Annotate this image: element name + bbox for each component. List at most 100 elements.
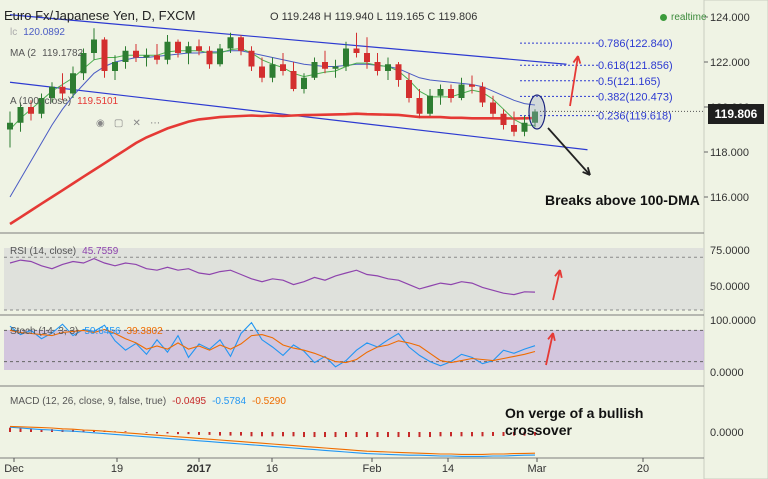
stoch-legend[interactable]: Stoch (14, 3, 3) 50.6456 39.3802	[4, 326, 163, 337]
candle-body	[385, 64, 391, 71]
candle-body	[133, 50, 139, 58]
candle-body	[248, 50, 255, 67]
macd-hist-value: -0.0495	[172, 396, 207, 407]
macd-annotation: On verge of a bullish crossover	[505, 405, 644, 438]
candle-body	[175, 41, 181, 53]
candle-body	[164, 41, 171, 60]
ma-short-value: 120.0892	[23, 27, 65, 38]
candle-body	[364, 53, 370, 62]
candle-body	[311, 62, 318, 78]
macd-label: MACD (12, 26, close, 9, false, true)	[10, 396, 167, 407]
candle-body	[38, 98, 45, 114]
candle-body	[17, 107, 24, 123]
fib-label: 0.236(119.618)	[598, 111, 672, 123]
candle-body	[353, 48, 360, 53]
stoch-axis-label: 100.0000	[710, 315, 756, 327]
candle-body	[374, 62, 381, 71]
legend-controls-icon[interactable]: ◉ ▢ ✕ ⋯	[96, 118, 164, 129]
macd-legend[interactable]: MACD (12, 26, close, 9, false, true) -0.0…	[4, 396, 286, 407]
candle-body	[437, 89, 444, 96]
channel-upper-line	[9, 14, 567, 65]
highlight-ellipse-fill	[530, 96, 544, 128]
candle-body	[448, 89, 454, 98]
price-axis-label: 116.000	[710, 192, 749, 204]
fib-label: 0.618(121.856)	[598, 60, 673, 72]
rsi-label: RSI (14, close)	[10, 246, 77, 257]
x-axis-label: 14	[442, 463, 454, 475]
ohlc-readout: O 119.248 H 119.940 L 119.165 C 119.806	[270, 11, 478, 23]
status-dot-icon	[660, 13, 667, 21]
candle-body	[91, 39, 97, 53]
stoch-axis-label: 0.0000	[710, 367, 744, 379]
macd-axis-label: 0.0000	[710, 427, 744, 439]
candle-body	[206, 50, 213, 65]
x-axis-label: Feb	[363, 463, 382, 475]
fib-label: 0.786(122.840)	[598, 38, 673, 50]
candle-body	[49, 86, 55, 98]
up-arrow-icon-shaft	[569, 55, 579, 107]
up-arrow-icon-head	[572, 55, 582, 64]
candle-body	[490, 102, 496, 114]
highlight-ellipse	[528, 94, 546, 130]
realtime-label: realtime	[671, 12, 707, 23]
candle-body	[332, 66, 339, 69]
fib-label: 0.5(121.165)	[598, 76, 660, 88]
rsi-arrow-icon-head	[554, 269, 563, 279]
candle-body	[280, 64, 286, 71]
candle-body	[406, 80, 412, 98]
ma-mid-legend[interactable]: MA (2 119.1782	[10, 48, 84, 59]
rsi-legend[interactable]: RSI (14, close) 45.7559	[4, 246, 118, 257]
candle-body	[59, 86, 66, 94]
candle-body	[122, 50, 129, 62]
candle-body	[143, 55, 150, 58]
stoch-arrow-icon-head	[547, 332, 556, 341]
candle-body	[101, 39, 108, 71]
stoch-k-value: 50.6456	[84, 326, 121, 337]
down-arrow-icon-shaft	[547, 127, 591, 176]
candle-body	[322, 62, 328, 69]
ma100-legend[interactable]: A (100, close) 119.5101	[4, 96, 118, 107]
x-axis-label: 20	[637, 463, 649, 475]
candle-body	[269, 64, 276, 78]
rsi-axis-label: 50.0000	[710, 281, 750, 293]
last-price-tag: 119.806	[708, 104, 764, 124]
stoch-arrow-icon-shaft	[545, 332, 554, 366]
down-arrow-icon-head	[582, 167, 591, 176]
rsi-band	[4, 248, 704, 310]
candle-body	[532, 111, 538, 123]
candle-body	[28, 107, 34, 114]
symbol-title[interactable]: Euro Fx/Japanese Yen, D, FXCM	[4, 8, 196, 23]
candle-body	[185, 46, 192, 53]
ma-short-legend[interactable]: lc 120.0892	[10, 27, 65, 38]
ma100-line	[9, 112, 536, 226]
candle-body	[395, 64, 402, 80]
rsi-axis-label: 75.0000	[710, 245, 750, 257]
candle-body	[70, 73, 76, 94]
price-axis-label: 118.000	[710, 147, 749, 159]
price-panel-bg	[0, 0, 704, 233]
candle-body	[227, 37, 234, 49]
ma100-value: 119.5101	[77, 96, 119, 107]
ma100-label: A (100, close)	[10, 96, 72, 107]
fib-label: 0.382(120.473)	[598, 91, 673, 103]
candle-body	[511, 125, 517, 132]
stoch-d-line	[9, 328, 536, 364]
x-axis-label: Dec	[4, 463, 24, 475]
candle-body	[259, 66, 265, 78]
x-axis-label: Mar	[528, 463, 547, 475]
macd-signal-value: -0.5290	[252, 396, 286, 407]
stoch-k-line	[9, 321, 536, 368]
candle-body	[112, 62, 118, 71]
price-axis-bg	[703, 0, 768, 479]
candle-body	[290, 71, 297, 89]
candle-body	[217, 48, 223, 65]
rsi-arrow-icon-shaft	[552, 269, 561, 301]
candle-body	[458, 84, 465, 98]
rsi-line	[9, 257, 536, 296]
macd-line-value: -0.5784	[212, 396, 247, 407]
breakout-annotation: Breaks above 100-DMA	[545, 192, 700, 208]
ma-mid-value: 119.1782	[42, 48, 84, 59]
stoch-d-value: 39.3802	[126, 326, 163, 337]
candle-body	[154, 55, 160, 60]
